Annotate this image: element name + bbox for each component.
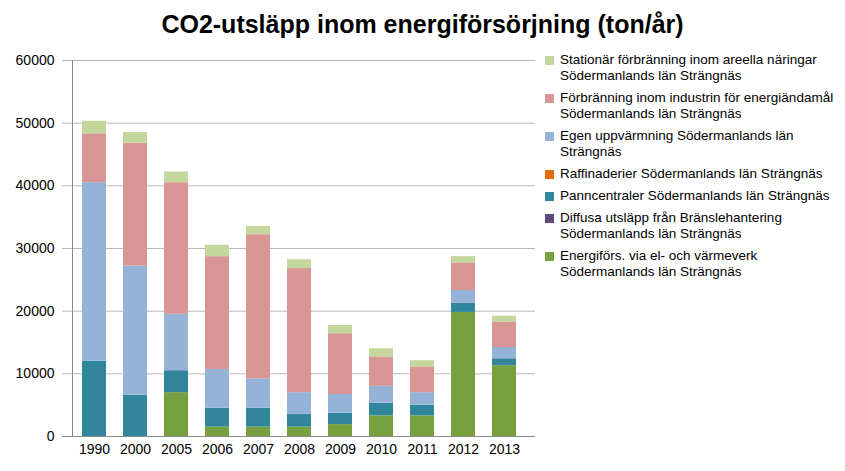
svg-text:2005: 2005	[161, 441, 192, 457]
html-text:Egen uppvärmning Södermanlands: Egen uppvärmning Södermanlands län Strän…	[560, 128, 794, 159]
html-text:Diffusa utsläpp från Bränsleha: Diffusa utsläpp från Bränslehantering Sö…	[560, 210, 782, 241]
svg-text:2000: 2000	[120, 441, 151, 457]
svg-text:50000: 50000	[16, 115, 55, 131]
html-text:CO2-utsläpp inom energiförsörj: CO2-utsläpp inom energiförsörjning (ton/…	[161, 10, 684, 38]
svg-text:0: 0	[47, 428, 55, 444]
svg-text:2012: 2012	[448, 441, 479, 457]
svg-text:20000: 20000	[16, 303, 55, 319]
svg-text:60000: 60000	[16, 52, 55, 68]
svg-text:1990: 1990	[79, 441, 110, 457]
svg-text:2010: 2010	[366, 441, 397, 457]
svg-text:2011: 2011	[407, 441, 437, 457]
html-text:Energiförs. via el- och värmev: Energiförs. via el- och värmeverk Söderm…	[560, 248, 758, 279]
svg-text:30000: 30000	[16, 240, 55, 256]
svg-text:2013: 2013	[489, 441, 520, 457]
svg-text:40000: 40000	[16, 177, 55, 193]
svg-text:2009: 2009	[325, 441, 356, 457]
svg-text:2007: 2007	[243, 441, 274, 457]
svg-text:10000: 10000	[16, 365, 55, 381]
html-text:Förbränning inom industrin för: Förbränning inom industrin för energiänd…	[560, 90, 834, 121]
html-text:Panncentraler Södermanlands lä: Panncentraler Södermanlands län Strängnä…	[560, 188, 830, 203]
html-text:Stationär förbränning inom are: Stationär förbränning inom areella närin…	[560, 52, 817, 83]
html-text:Raffinaderier Södermanlands lä: Raffinaderier Södermanlands län Strängnä…	[560, 166, 823, 181]
svg-text:2008: 2008	[284, 441, 315, 457]
svg-text:2006: 2006	[202, 441, 233, 457]
